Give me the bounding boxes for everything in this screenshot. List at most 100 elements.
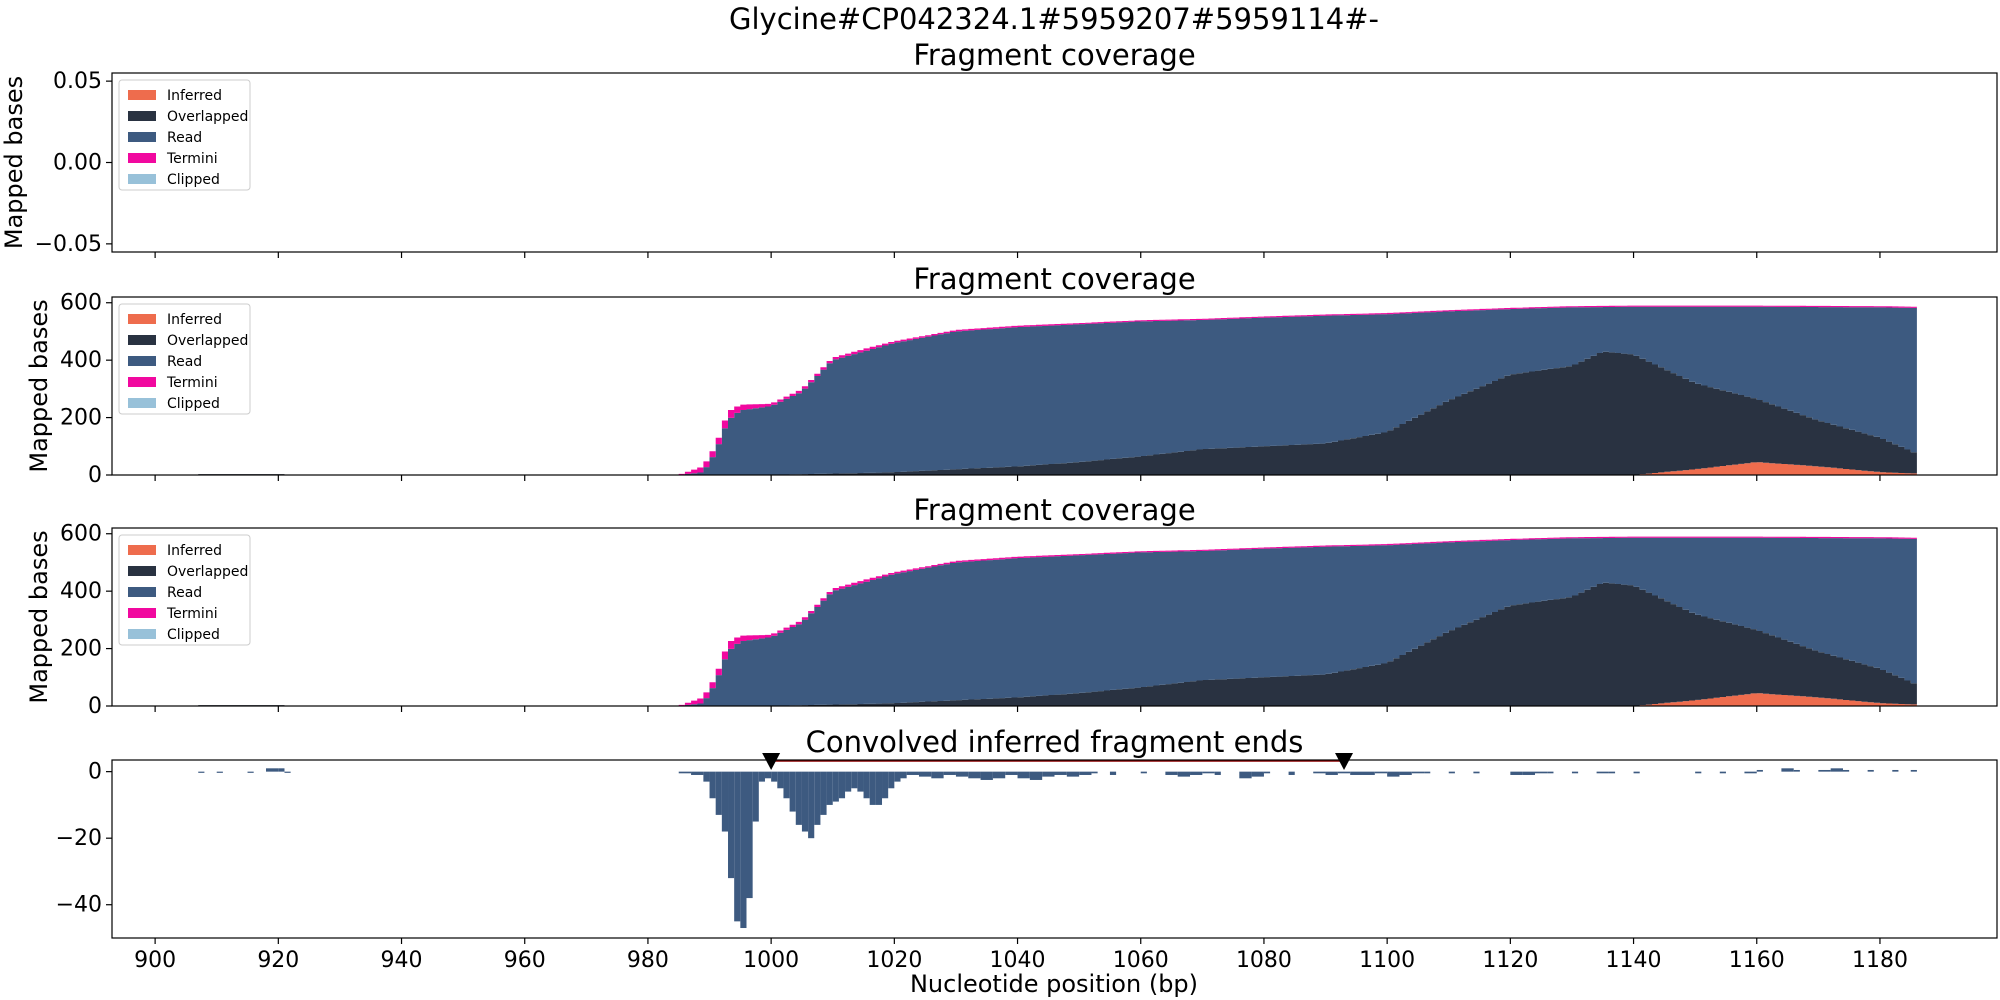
end-bar [1288,771,1295,775]
end-bar [882,771,889,799]
legend-label: Clipped [167,396,220,412]
end-bar [1448,771,1455,774]
end-bar [1411,771,1425,774]
overlapped-area [771,582,1917,706]
end-bar [795,771,802,825]
end-bar [771,771,778,782]
panel-2: Fragment coverage Mapped bases 0 200 400 600 I… [25,262,1998,488]
x-tick-label: 1060 [1113,948,1169,973]
end-bar [894,771,901,782]
legend-label: Read [167,354,202,370]
end-bar [1202,771,1215,774]
end-bar [832,771,839,802]
end-bar [746,771,753,899]
end-bar [758,771,765,782]
panel-2-legend: Inferred Overlapped Read Termini Clipped [118,303,251,415]
end-bar [1263,771,1271,774]
legend-label: Inferred [167,88,222,104]
panel-4-marks [198,753,1917,929]
x-tick-label: 900 [134,948,176,973]
end-bar [789,771,796,812]
legend-label: Overlapped [167,564,248,580]
end-bar [826,771,833,805]
end-bar [703,771,710,782]
x-tick-label: 1040 [990,948,1046,973]
legend-swatch [128,629,156,639]
y-tick-label: 200 [60,637,102,662]
end-bar [943,771,956,775]
y-tick-label: −0.05 [35,232,102,257]
legend-label: Read [167,130,202,146]
end-bar [1362,771,1375,775]
end-bar [247,771,254,773]
end-bar [721,771,729,832]
y-tick-label: 400 [60,579,102,604]
end-bar [838,771,846,799]
x-tick-label: 1080 [1236,948,1292,973]
end-bar [1313,771,1326,774]
end-bar [857,771,864,792]
legend-label: Inferred [167,312,222,328]
panels: Fragment coverage Mapped bases 0.05 0.00 −0.… [0,38,1998,973]
end-bar [1029,771,1043,780]
y-tick-label: 0 [88,694,102,719]
end-bar [1830,768,1843,772]
end-bar [1017,771,1030,779]
legend-swatch [128,314,156,324]
end-bar [1910,769,1917,772]
legend-label: Termini [166,375,218,391]
legend-swatch [128,398,156,408]
inferred-area [1633,693,1917,706]
end-bar [1719,771,1726,774]
end-bar [1534,771,1548,774]
legend-swatch [128,377,156,387]
end-bar [808,771,815,839]
end-bar [752,771,759,822]
legend-label: Termini [166,151,218,167]
end-bar [1079,771,1092,775]
end-bar [1510,771,1523,775]
end-bar [764,771,772,779]
end-bar [1387,771,1400,777]
legend-label: Overlapped [167,109,248,125]
end-bar [1892,769,1899,772]
legend-label: Termini [166,606,218,622]
legend-swatch [128,90,156,100]
end-bar [968,771,981,779]
end-bar [1793,769,1800,772]
end-bar [728,771,735,879]
x-tick-label: 1160 [1729,948,1785,973]
end-bar [801,771,809,832]
end-bar [1424,771,1431,774]
end-bar [1756,769,1763,772]
end-bar [1066,771,1080,777]
legend-label: Inferred [167,543,222,559]
legend-swatch [128,111,156,121]
end-bar [278,768,285,772]
panel-4: Convolved inferred fragment ends 0 −20 −40 9… [56,725,1998,973]
end-bar [1325,771,1338,775]
y-tick-label: 0 [88,463,102,488]
overlapped-area [771,351,1917,475]
x-tick-label: 980 [627,948,669,973]
legend-label: Read [167,585,202,601]
x-tick-label: 1180 [1852,948,1908,973]
end-bar [266,768,279,772]
end-bar [1251,771,1264,777]
end-bar [715,771,722,815]
end-bar [980,771,993,780]
panel-1-frame [111,72,1998,253]
inferred-area [1633,462,1917,475]
panel-2-frame [111,296,1998,476]
legend-label: Clipped [167,627,220,643]
legend-swatch [128,153,156,163]
end-bar [955,771,969,777]
end-bar [1054,771,1067,775]
end-bar [734,771,741,922]
end-bar [1522,771,1535,775]
panel-2-ylabel: Mapped bases [25,299,53,472]
end-bar [820,771,827,815]
panel-2-marks [198,305,1917,476]
fragment-end-marker [1335,753,1354,770]
end-bar [198,771,205,773]
